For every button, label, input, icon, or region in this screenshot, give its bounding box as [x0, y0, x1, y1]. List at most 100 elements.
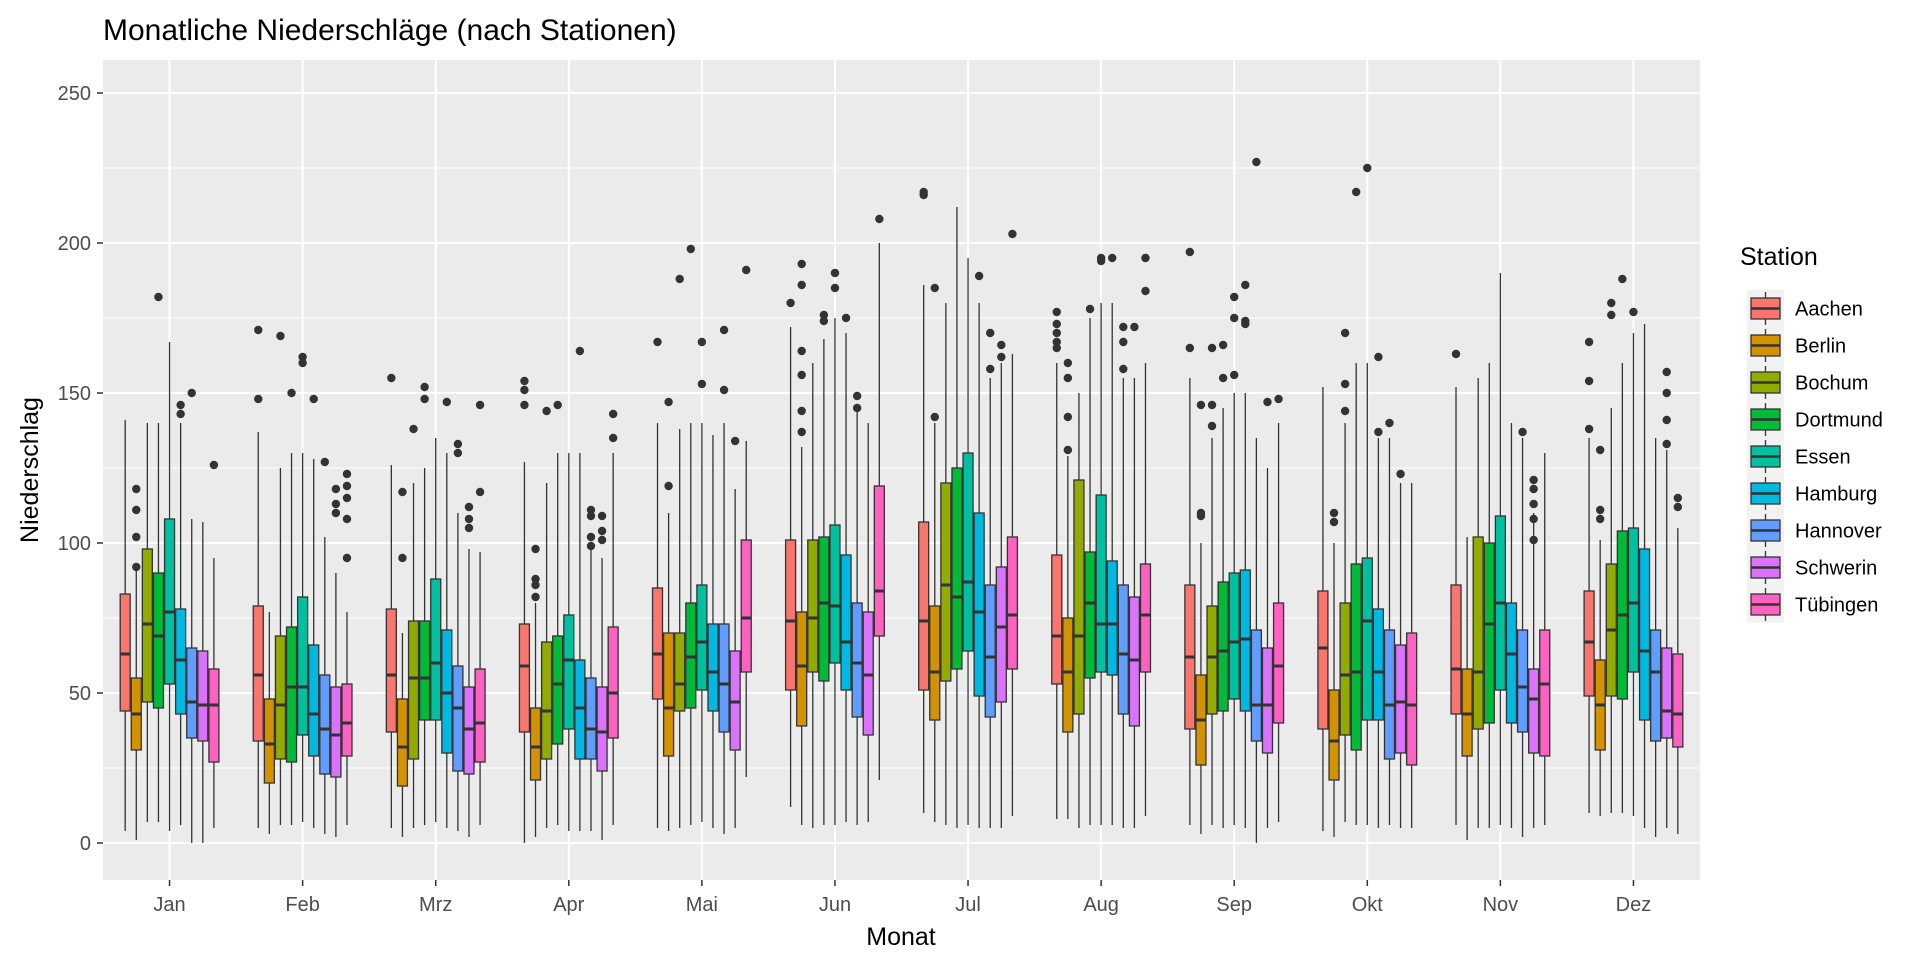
box: [1006, 536, 1019, 670]
series-hannover: [186, 157, 1662, 843]
outlier-point: [1529, 535, 1538, 545]
outlier-point: [1374, 427, 1383, 437]
outlier-point: [1207, 400, 1217, 410]
grid-minor: [103, 167, 1700, 769]
box: [1505, 602, 1518, 724]
outlier-point: [1352, 187, 1361, 197]
outlier-point: [342, 469, 352, 479]
series-aachen: [119, 187, 1595, 843]
box: [1250, 629, 1263, 742]
box: [1350, 563, 1362, 751]
box: [474, 668, 486, 763]
outlier-point: [187, 388, 196, 398]
outlier-point: [1584, 337, 1594, 347]
outlier-point: [420, 382, 429, 392]
box: [796, 611, 808, 727]
legend-label: Schwerin: [1795, 558, 1877, 580]
legend-item-hamburg: Hamburg: [1747, 475, 1877, 512]
outlier-point: [464, 514, 474, 524]
outlier-point: [132, 562, 141, 572]
outlier-point: [1263, 397, 1272, 407]
box: [984, 584, 996, 718]
outlier-point: [1385, 418, 1394, 428]
outlier-point: [1363, 163, 1372, 173]
outlier-point: [1207, 343, 1217, 353]
outlier-point: [1584, 376, 1594, 386]
outlier-point: [132, 532, 141, 542]
outlier-point: [309, 394, 318, 404]
legend-item-tübingen: Tübingen: [1747, 586, 1878, 623]
outlier-point: [852, 391, 862, 401]
outlier-point: [1141, 286, 1150, 296]
box: [552, 635, 564, 745]
outlier-point: [1618, 274, 1627, 284]
outlier-point: [1662, 367, 1671, 377]
series-hamburg: [174, 253, 1651, 831]
outlier-point: [719, 325, 729, 335]
outlier-point: [974, 271, 984, 281]
legend-item-berlin: Berlin: [1747, 327, 1846, 364]
outlier-point: [1185, 247, 1195, 257]
outlier-point: [531, 574, 540, 584]
outlier-point: [797, 346, 806, 356]
outlier-point: [1595, 505, 1605, 515]
box: [163, 518, 176, 685]
box: [430, 578, 442, 721]
outlier-point: [154, 292, 163, 302]
outlier-point: [1529, 475, 1538, 485]
outlier-point: [830, 283, 840, 293]
outlier-point: [387, 373, 396, 383]
outlier-point: [1230, 313, 1239, 323]
outlier-point: [664, 481, 673, 491]
outlier-point: [331, 484, 341, 494]
outlier-point: [342, 514, 352, 524]
outlier-point: [697, 379, 707, 389]
outlier-point: [475, 400, 485, 410]
outlier-point: [298, 352, 307, 362]
outlier-point: [1607, 298, 1616, 308]
outlier-point: [1662, 439, 1671, 449]
outlier-point: [653, 337, 662, 347]
outlier-point: [919, 187, 928, 197]
outlier-point: [1108, 253, 1117, 263]
outlier-point: [608, 433, 618, 443]
outlier-point: [1052, 328, 1061, 338]
outlier-point: [442, 397, 451, 407]
outlier-point: [409, 424, 418, 434]
outlier-point: [997, 352, 1006, 362]
plot-panel: [103, 60, 1700, 880]
legend-label: Essen: [1795, 447, 1851, 469]
box: [995, 566, 1007, 703]
box: [319, 674, 331, 775]
outlier-point: [520, 400, 529, 410]
outlier-point: [420, 394, 429, 404]
outlier-point: [586, 511, 596, 521]
box: [1627, 527, 1640, 673]
outlier-point: [1662, 388, 1671, 398]
outlier-point: [608, 409, 618, 419]
box: [1472, 536, 1484, 730]
outlier-point: [1052, 343, 1061, 353]
outlier-point: [520, 376, 529, 386]
outlier-point: [1529, 499, 1538, 509]
x-tick-label: Nov: [1483, 894, 1519, 916]
series-tübingen: [208, 214, 1684, 834]
series-schwerin: [197, 322, 1673, 843]
outlier-point: [1063, 358, 1073, 368]
outlier-point: [464, 523, 474, 533]
box: [1450, 584, 1462, 715]
outlier-point: [719, 385, 729, 395]
y-axis-title: Niederschlag: [16, 397, 44, 543]
series-bochum: [141, 274, 1617, 828]
box: [929, 605, 941, 721]
box: [651, 587, 664, 700]
box: [1638, 548, 1651, 721]
outlier-point: [1008, 229, 1017, 239]
x-tick-label: Feb: [285, 894, 319, 916]
legend-item-dortmund: Dortmund: [1747, 401, 1883, 438]
outlier-point: [575, 346, 585, 356]
outlier-point: [475, 487, 485, 497]
outlier-point: [697, 337, 707, 347]
x-tick-label: Aug: [1083, 894, 1119, 916]
